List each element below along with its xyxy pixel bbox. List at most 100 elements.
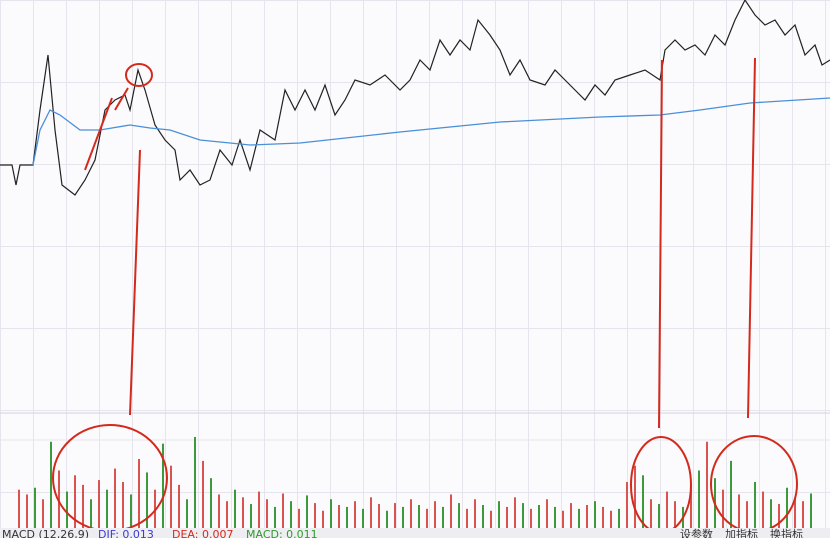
volume-bar: [522, 503, 524, 528]
volume-bar: [322, 510, 324, 528]
volume-bar: [642, 475, 644, 528]
volume-bar: [674, 501, 676, 528]
volume-bar: [498, 501, 500, 528]
volume-bar: [146, 472, 148, 528]
annotation-circle: [630, 436, 692, 534]
volume-bar: [802, 501, 804, 528]
button[interactable]: 设参数: [680, 527, 713, 538]
volume-bar: [666, 491, 668, 528]
volume-bar: [26, 494, 28, 528]
volume-bar: [658, 504, 660, 528]
volume-bar: [770, 499, 772, 528]
volume-bar: [570, 503, 572, 528]
price-line: [0, 0, 830, 196]
volume-bar: [746, 501, 748, 528]
volume-bar: [18, 489, 20, 528]
annotation-circle: [125, 63, 153, 87]
volume-bar: [162, 443, 164, 528]
volume-bar: [778, 504, 780, 528]
volume-bar: [90, 499, 92, 528]
volume-bar: [370, 497, 372, 528]
volume-bar: [602, 506, 604, 528]
volume-bar: [754, 482, 756, 528]
volume-bar: [738, 494, 740, 528]
volume-bar: [282, 493, 284, 528]
volume-bar: [226, 501, 228, 528]
volume-bar: [418, 505, 420, 528]
annotations: [52, 57, 798, 534]
volume-bar: [386, 510, 388, 528]
volume-bar: [202, 460, 204, 528]
volume-bar: [74, 475, 76, 528]
volume-bar: [138, 459, 140, 528]
volume-bar: [154, 489, 156, 528]
dif-value: DIF: 0.013: [98, 528, 154, 538]
volume-bar: [378, 504, 380, 528]
volume-bar: [34, 487, 36, 528]
volume-bar: [722, 489, 724, 528]
volume-bar: [562, 510, 564, 528]
volume-bar: [274, 506, 276, 528]
volume-bar: [626, 482, 628, 528]
volume-bar: [730, 460, 732, 528]
annotation-line: [84, 97, 113, 171]
volume-bar: [42, 499, 44, 528]
volume-bar: [170, 465, 172, 528]
volume-bar: [434, 501, 436, 528]
indicator-name: MACD (12,26,9): [2, 528, 89, 538]
volume-bar: [618, 508, 620, 528]
status-bar: [0, 528, 830, 538]
volume-bar: [586, 505, 588, 528]
volume-bar: [242, 497, 244, 528]
volume-bar: [594, 501, 596, 528]
volume-bar: [330, 499, 332, 528]
annotation-line: [129, 149, 141, 416]
volume-bar: [546, 499, 548, 528]
volume-bar: [250, 504, 252, 528]
price-line: [32, 97, 830, 166]
annotation-line: [747, 57, 756, 419]
volume-bar: [698, 470, 700, 528]
volume-bar: [394, 503, 396, 528]
volume-bar: [650, 499, 652, 528]
dea-value: DEA: 0.007: [172, 528, 233, 538]
volume-bar: [706, 441, 708, 528]
volume-bar: [426, 508, 428, 528]
volume-bar: [506, 506, 508, 528]
volume-bar: [578, 508, 580, 528]
volume-bar: [338, 505, 340, 528]
volume-bar: [210, 478, 212, 528]
volume-bar: [346, 506, 348, 528]
volume-bar: [194, 436, 196, 528]
volume-bar: [530, 508, 532, 528]
volume-bar: [82, 484, 84, 528]
volume-bar: [466, 508, 468, 528]
annotation-line: [658, 59, 663, 429]
volume-bar: [314, 503, 316, 528]
volume-bar: [442, 506, 444, 528]
volume-bar: [810, 493, 812, 528]
volume-bar: [362, 508, 364, 528]
volume-bar: [490, 510, 492, 528]
volume-bar: [554, 506, 556, 528]
volume-bar: [106, 489, 108, 528]
volume-bar: [482, 505, 484, 528]
button[interactable]: 加指标: [725, 527, 758, 538]
volume-bar: [794, 497, 796, 528]
volume-bar: [98, 480, 100, 528]
annotation-line: [114, 87, 129, 111]
button[interactable]: 换指标: [770, 527, 803, 538]
volume-bar: [178, 484, 180, 528]
volume-bar: [610, 510, 612, 528]
volume-bar: [130, 494, 132, 528]
annotation-circle: [52, 424, 168, 532]
volume-bar: [634, 465, 636, 528]
volume-bar: [450, 494, 452, 528]
volume-bar: [298, 508, 300, 528]
volume-bar: [258, 491, 260, 528]
volume-bar: [234, 489, 236, 528]
volume-bar: [762, 491, 764, 528]
